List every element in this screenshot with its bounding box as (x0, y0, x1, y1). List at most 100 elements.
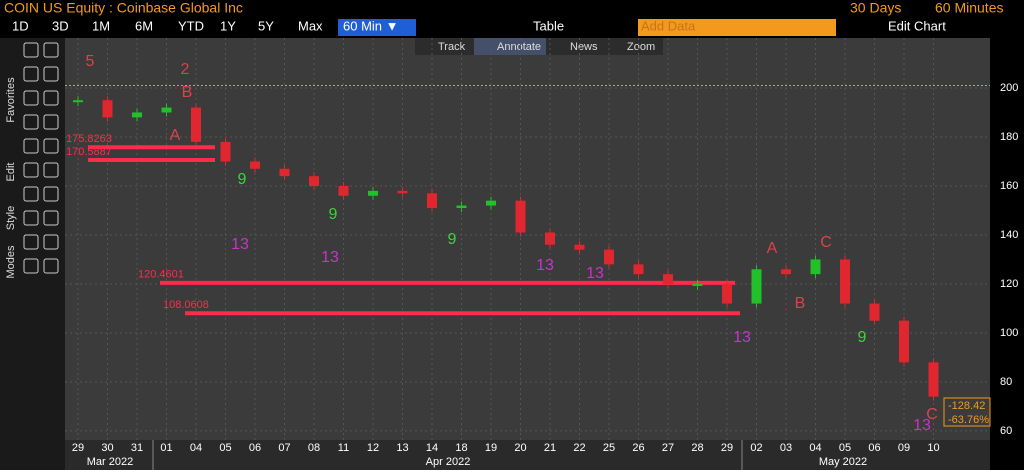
candle (161, 107, 172, 113)
candle (456, 205, 467, 209)
y-tick-label: 140 (1000, 229, 1018, 241)
edit-chart[interactable]: Edit Chart (888, 18, 946, 33)
candle (899, 320, 909, 363)
x-tick-label: 11 (338, 442, 349, 454)
candle (928, 362, 939, 397)
side-tab[interactable]: Style (5, 206, 17, 230)
candle (574, 244, 585, 250)
tool-icon[interactable] (23, 210, 39, 226)
tool-icon[interactable] (23, 90, 39, 106)
tool-icon[interactable] (43, 186, 59, 202)
y-tick-label: 80 (1000, 376, 1012, 388)
range-button[interactable]: 1M (92, 18, 110, 33)
range-button[interactable]: YTD (178, 18, 204, 33)
tool-icon[interactable] (23, 234, 39, 250)
x-tick-label: 21 (544, 442, 556, 454)
y-tick-label: 100 (1000, 327, 1018, 339)
candle (722, 283, 732, 304)
tool-icon[interactable] (23, 114, 39, 130)
x-axis-band (65, 440, 990, 470)
month-label: Apr 2022 (426, 456, 471, 468)
candle (751, 269, 762, 304)
candle (279, 168, 290, 177)
annotation: 9 (238, 171, 247, 188)
candle (102, 100, 113, 118)
tool-icon[interactable] (23, 162, 39, 178)
tool-icon[interactable] (43, 210, 59, 226)
candle (397, 190, 408, 194)
level-label: 170.5887 (66, 146, 112, 158)
x-tick-label: 06 (868, 442, 880, 454)
add-data[interactable]: Add Data (641, 18, 696, 33)
range-button[interactable]: 1D (12, 18, 29, 33)
annotation: 13 (231, 236, 249, 253)
x-tick-label: 05 (839, 442, 851, 454)
candle (692, 283, 703, 286)
annotation: 13 (536, 257, 554, 274)
frequency[interactable]: 60 Min ▼ (343, 18, 399, 33)
tool-icon[interactable] (43, 138, 59, 154)
annotation: 9 (448, 231, 457, 248)
candle (869, 303, 880, 321)
x-tick-label: 04 (809, 442, 821, 454)
candle (810, 259, 821, 275)
ticker: COIN US Equity : Coinbase Global Inc (4, 0, 243, 16)
candle (781, 269, 791, 275)
annotation: 13 (913, 417, 931, 434)
tool-icon[interactable] (23, 138, 39, 154)
annotation: B (182, 84, 193, 101)
annotation: 13 (586, 265, 604, 282)
tool-icon[interactable] (43, 114, 59, 130)
subtool[interactable]: News (570, 41, 598, 53)
last-price-label: -128.42 (948, 400, 985, 412)
side-tab[interactable]: Edit (5, 163, 17, 182)
candle (250, 161, 260, 169)
tool-icon[interactable] (23, 186, 39, 202)
side-tab[interactable]: Favorites (5, 77, 17, 123)
y-tick-label: 120 (1000, 278, 1018, 290)
side-tab[interactable]: Modes (5, 245, 17, 279)
tool-icon[interactable] (23, 42, 39, 58)
tool-icon[interactable] (23, 258, 39, 274)
candle (515, 200, 526, 233)
x-tick-label: 03 (780, 442, 792, 454)
range-button[interactable]: 5Y (258, 18, 274, 33)
tool-icon[interactable] (43, 42, 59, 58)
candle (486, 200, 496, 206)
level-label: 108.0608 (163, 299, 209, 311)
candle (663, 274, 673, 284)
level-label: 175.8263 (66, 133, 112, 145)
left-toolbar (0, 38, 65, 470)
month-label: May 2022 (819, 456, 867, 468)
annotate-active[interactable] (474, 38, 546, 55)
tool-icon[interactable] (23, 66, 39, 82)
candle (220, 141, 231, 162)
subtool[interactable]: Track (438, 41, 466, 53)
interval: 60 Minutes (935, 0, 1003, 16)
tool-icon[interactable] (43, 162, 59, 178)
tool-icon[interactable] (43, 90, 59, 106)
y-tick-label: 200 (1000, 82, 1018, 94)
subtool[interactable]: Annotate (497, 41, 541, 53)
range-button[interactable]: 6M (135, 18, 153, 33)
y-tick-label: 160 (1000, 180, 1018, 192)
add-data-input[interactable] (638, 19, 836, 36)
frequency-button[interactable] (338, 19, 416, 36)
tool-icon[interactable] (43, 234, 59, 250)
candle (368, 190, 378, 196)
x-tick-label: 07 (278, 442, 290, 454)
tool-icon[interactable] (43, 66, 59, 82)
range-button[interactable]: Max (298, 18, 323, 33)
range-button[interactable]: 1Y (220, 18, 236, 33)
range-button[interactable]: 3D (52, 18, 69, 33)
subtool[interactable]: Zoom (627, 41, 655, 53)
annotation: 13 (733, 329, 751, 346)
x-tick-label: 02 (750, 442, 762, 454)
x-tick-label: 06 (249, 442, 261, 454)
x-tick-label: 19 (485, 442, 497, 454)
annotation: 9 (329, 206, 338, 223)
table-button[interactable]: Table (533, 18, 564, 33)
x-tick-label: 08 (308, 442, 320, 454)
annotation: C (926, 406, 938, 423)
tool-icon[interactable] (43, 258, 59, 274)
